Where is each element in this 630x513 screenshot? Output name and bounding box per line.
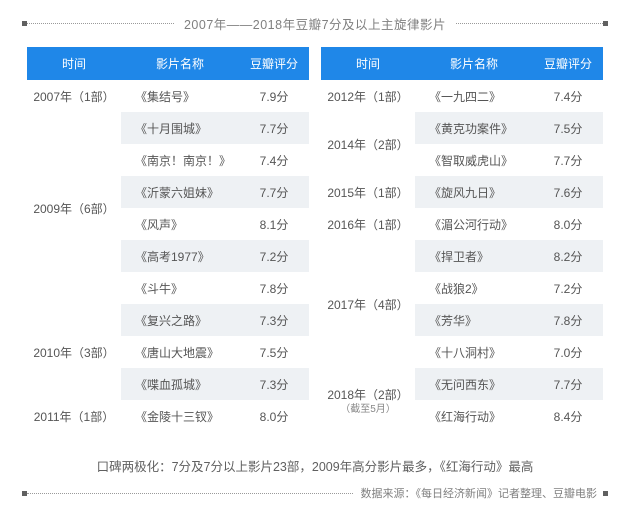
table-row: 2018年（2部）（截至5月）《无问西东》7.7分 (321, 368, 603, 400)
cell-name: 《高考1977》 (121, 240, 239, 272)
table-row: 2014年（2部）《黄克功案件》7.5分 (321, 112, 603, 144)
cell-time-subnote: （截至5月） (327, 404, 409, 415)
cell-score: 8.4分 (533, 400, 603, 432)
cell-score: 8.1分 (239, 208, 309, 240)
cell-score: 7.8分 (239, 272, 309, 304)
cell-name: 《红海行动》 (415, 400, 533, 432)
table-row: 2009年（6部）《十月围城》7.7分 (27, 112, 309, 144)
cell-time: 2012年（1部） (321, 80, 415, 112)
cell-score: 7.5分 (533, 112, 603, 144)
cell-score: 8.0分 (239, 400, 309, 432)
footer-dots (27, 493, 353, 494)
table-row: 2017年（4部）《捍卫者》8.2分 (321, 240, 603, 272)
col-score: 豆瓣评分 (239, 47, 309, 80)
cell-time: 2010年（3部） (27, 304, 121, 400)
cell-time: 2018年（2部）（截至5月） (321, 368, 415, 432)
cell-score: 7.6分 (533, 176, 603, 208)
cell-name: 《一九四二》 (415, 80, 533, 112)
cell-score: 7.9分 (239, 80, 309, 112)
col-time: 时间 (27, 47, 121, 80)
table-row: 2011年（1部）《金陵十三钗》8.0分 (27, 400, 309, 432)
cell-name: 《战狼2》 (415, 272, 533, 304)
summary-text: 口碑两极化：7分及7分以上影片23部，2009年高分影片最多，《红海行动》最高 (22, 456, 608, 475)
col-time: 时间 (321, 47, 415, 80)
cell-name: 《芳华》 (415, 304, 533, 336)
cell-score: 7.7分 (533, 368, 603, 400)
data-source: 数据来源：《每日经济新闻》记者整理、豆瓣电影 (353, 485, 598, 501)
cell-score: 7.7分 (239, 176, 309, 208)
table-row: 2015年（1部）《旋风九日》7.6分 (321, 176, 603, 208)
footer-marker-right (603, 491, 608, 496)
footer-row: 数据来源：《每日经济新闻》记者整理、豆瓣电影 (22, 485, 608, 501)
table-right: 时间 影片名称 豆瓣评分 2012年（1部）《一九四二》7.4分2014年（2部… (321, 47, 603, 432)
figure-container: 2007年——2018年豆瓣7分及以上主旋律影片 时间 影片名称 豆瓣评分 20… (0, 0, 630, 513)
col-name: 影片名称 (121, 47, 239, 80)
cell-score: 7.7分 (239, 112, 309, 144)
title-dots-left (27, 23, 174, 24)
cell-name: 《金陵十三钗》 (121, 400, 239, 432)
table-row: 2016年（1部）《湄公河行动》8.0分 (321, 208, 603, 240)
cell-score: 7.8分 (533, 304, 603, 336)
cell-name: 《十八洞村》 (415, 336, 533, 368)
cell-time: 2017年（4部） (321, 240, 415, 368)
figure-title: 2007年——2018年豆瓣7分及以上主旋律影片 (174, 14, 456, 33)
cell-name: 《湄公河行动》 (415, 208, 533, 240)
cell-time: 2016年（1部） (321, 208, 415, 240)
cell-score: 7.3分 (239, 304, 309, 336)
title-marker-right (603, 21, 608, 26)
cell-score: 7.0分 (533, 336, 603, 368)
cell-time: 2015年（1部） (321, 176, 415, 208)
title-row: 2007年——2018年豆瓣7分及以上主旋律影片 (22, 14, 608, 33)
cell-name: 《智取威虎山》 (415, 144, 533, 176)
cell-score: 7.2分 (239, 240, 309, 272)
col-name: 影片名称 (415, 47, 533, 80)
cell-name: 《喋血孤城》 (121, 368, 239, 400)
cell-name: 《黄克功案件》 (415, 112, 533, 144)
cell-time: 2014年（2部） (321, 112, 415, 176)
cell-score: 7.7分 (533, 144, 603, 176)
cell-name: 《南京！南京！》 (121, 144, 239, 176)
cell-time: 2011年（1部） (27, 400, 121, 432)
col-score: 豆瓣评分 (533, 47, 603, 80)
cell-name: 《风声》 (121, 208, 239, 240)
cell-score: 8.2分 (533, 240, 603, 272)
cell-name: 《斗牛》 (121, 272, 239, 304)
cell-time: 2007年（1部） (27, 80, 121, 112)
cell-name: 《唐山大地震》 (121, 336, 239, 368)
cell-name: 《复兴之路》 (121, 304, 239, 336)
cell-time: 2009年（6部） (27, 112, 121, 304)
cell-score: 7.2分 (533, 272, 603, 304)
cell-name: 《集结号》 (121, 80, 239, 112)
table-row: 2012年（1部）《一九四二》7.4分 (321, 80, 603, 112)
table-row: 2010年（3部）《复兴之路》7.3分 (27, 304, 309, 336)
cell-score: 7.3分 (239, 368, 309, 400)
cell-name: 《捍卫者》 (415, 240, 533, 272)
cell-score: 7.4分 (239, 144, 309, 176)
cell-name: 《旋风九日》 (415, 176, 533, 208)
title-dots-right (456, 23, 603, 24)
cell-score: 7.5分 (239, 336, 309, 368)
cell-name: 《十月围城》 (121, 112, 239, 144)
cell-score: 8.0分 (533, 208, 603, 240)
cell-score: 7.4分 (533, 80, 603, 112)
table-left: 时间 影片名称 豆瓣评分 2007年（1部）《集结号》7.9分2009年（6部）… (27, 47, 309, 432)
tables-wrapper: 时间 影片名称 豆瓣评分 2007年（1部）《集结号》7.9分2009年（6部）… (22, 47, 608, 432)
cell-name: 《无问西东》 (415, 368, 533, 400)
cell-name: 《沂蒙六姐妹》 (121, 176, 239, 208)
table-row: 2007年（1部）《集结号》7.9分 (27, 80, 309, 112)
